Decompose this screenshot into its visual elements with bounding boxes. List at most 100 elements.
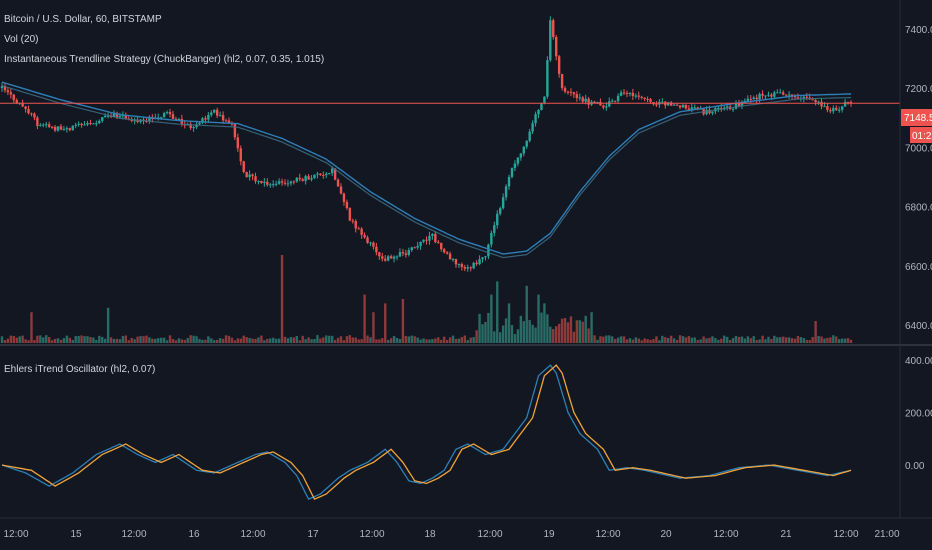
candle-body [0,85,4,89]
volume-bar [42,337,45,343]
candle-body [540,103,543,110]
volume-bar [233,340,237,343]
candle-body [437,242,440,244]
candle-body [835,107,838,111]
candle-body [348,208,352,221]
volume-bar [195,336,198,343]
candle-body [504,186,508,198]
volume-bar [280,255,284,343]
candle-body [646,98,649,100]
oscillator-pane[interactable] [1,364,852,501]
candle-body [50,126,54,128]
price-tick-label: 7200.00 [905,84,932,95]
candle-body [605,106,608,108]
volume-bar [224,335,228,343]
volume-bar [139,336,142,343]
candle-body [6,90,10,93]
volume-bar [731,338,735,343]
candle-body [251,174,254,177]
candle-body [667,102,670,106]
candle-body [121,115,125,117]
candle-body [298,177,301,180]
volume-bar [9,335,13,343]
oscillator-legend[interactable]: Ehlers iTrend Oscillator (hl2, 0.07) [4,364,155,375]
volume-bar [611,336,614,343]
volume-bar [581,321,584,343]
volume-bar [510,325,514,343]
time-axis[interactable]: 12:00 15 12:00 16 12:00 17 12:00 18 12:00 19 12:00… [3,529,899,540]
volume-bar [463,335,467,343]
volume-bar [555,326,558,343]
volume-bar [277,338,281,343]
candle-body [581,97,584,102]
price-axis[interactable]: 7400.00 7200.00 7000.00 6800.00 6600.00 6400.… [905,25,932,332]
candle-body [392,256,396,259]
volume-bar [534,327,537,343]
candle-body [257,181,260,183]
volume-bar [148,337,151,343]
candle-body [543,96,546,104]
candle-body [528,131,531,141]
candle-body [266,181,269,185]
candle-body [39,125,42,127]
candle-body [272,184,275,186]
strategy-legend[interactable]: Instantaneous Trendline Strategy (ChuckB… [4,54,324,65]
oscillator-axis[interactable]: 400.00 200.00 0.00 [905,356,932,472]
volume-bar [372,312,375,343]
candle-body [145,121,148,123]
candle-body [513,163,517,169]
volume-bar [360,339,363,343]
price-pane[interactable] [0,16,900,343]
candle-body [384,258,387,261]
symbol-legend[interactable]: Bitcoin / U.S. Dollar, 60, BITSTAMP [4,14,162,25]
volume-bar [162,337,166,343]
candle-body [466,267,469,269]
volume-bar [466,340,469,343]
candle-body [71,125,74,131]
candle-body [95,123,98,125]
time-tick-label: 15 [70,529,82,540]
time-tick-label: 18 [424,529,436,540]
candle-body [740,103,744,107]
candle-body [472,262,475,269]
volume-bar [835,336,838,343]
candle-body [693,107,696,109]
candle-body [755,97,758,100]
volume-bar [363,294,366,343]
candle-body [460,264,464,268]
candle-body [339,186,343,194]
candle-body [469,267,472,269]
volume-bar [590,312,593,343]
candle-body [325,173,328,176]
candle-body [672,104,676,106]
candle-body [283,182,287,184]
candle-body [779,92,782,94]
volume-bar [664,337,667,343]
volume-bar [80,335,83,343]
volume-bar [481,324,484,343]
candle-body [451,259,455,261]
candle-body [631,92,635,96]
volume-legend[interactable]: Vol (20) [4,34,38,45]
time-tick-label: 12:00 [359,529,384,540]
candle-body [838,109,841,111]
volume-bar [605,335,608,343]
volume-bar [142,336,145,343]
volume-bar [743,338,747,343]
volume-bar [310,339,313,343]
volume-bar [89,337,92,343]
volume-bar [708,337,711,343]
volume-bar [204,339,207,343]
volume-bar [351,337,355,343]
volume-bar [681,336,685,343]
volume-bar [283,336,287,343]
volume-bar [354,337,357,343]
candle-body [555,36,558,57]
candle-body [9,92,13,95]
volume-bar [596,339,599,343]
candle-body [434,233,437,243]
candle-body [640,96,643,98]
volume-bar [808,340,811,343]
candle-body [613,100,617,102]
